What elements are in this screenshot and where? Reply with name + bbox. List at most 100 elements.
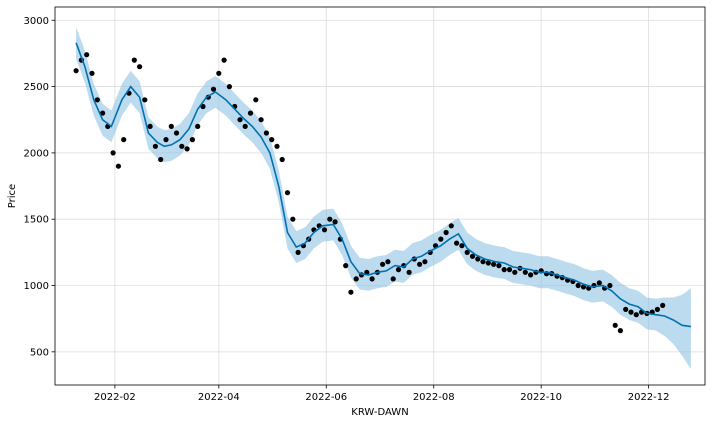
y-tick-label: 500: [30, 347, 49, 358]
observed-point: [110, 150, 116, 156]
observed-point: [274, 143, 280, 149]
observed-point: [163, 137, 169, 143]
y-tick-label: 1500: [24, 215, 49, 226]
observed-point: [501, 267, 507, 273]
observed-point: [242, 123, 248, 129]
observed-point: [448, 223, 454, 229]
grid: [55, 7, 705, 385]
observed-point: [480, 259, 486, 265]
observed-point: [654, 306, 661, 312]
forecast-line-layer: [75, 42, 692, 328]
observed-point: [395, 267, 402, 273]
x-axis-label: KRW-DAWN: [351, 407, 408, 418]
observed-point: [168, 123, 174, 129]
observed-point: [390, 276, 396, 282]
forecast-line: [75, 42, 692, 328]
observed-point: [353, 276, 359, 282]
observed-point: [422, 259, 428, 265]
observed-point: [137, 64, 143, 70]
observed-point: [380, 261, 386, 267]
observed-point: [528, 272, 534, 278]
observed-point: [121, 137, 127, 143]
observed-point: [417, 261, 423, 267]
observed-point: [348, 289, 354, 295]
y-tick-label: 2000: [24, 148, 49, 159]
observed-point: [321, 227, 328, 233]
observed-point: [258, 117, 264, 123]
observed-point: [364, 269, 370, 275]
observed-point: [628, 309, 634, 315]
observed-point: [84, 52, 90, 58]
observed-point: [612, 322, 618, 328]
observed-point: [496, 263, 502, 269]
observed-point: [89, 70, 95, 76]
uncertainty-band-layer: [76, 26, 691, 370]
y-tick-label: 2500: [24, 82, 49, 93]
observed-point: [295, 249, 301, 255]
observed-point: [237, 117, 243, 123]
observed-point: [279, 156, 285, 163]
observed-point: [454, 240, 460, 246]
observed-point: [464, 249, 470, 255]
observed-point: [485, 260, 491, 266]
observed-point: [247, 110, 254, 116]
uncertainty-band: [76, 26, 691, 370]
observed-point: [142, 97, 148, 103]
observed-point: [623, 306, 629, 312]
plot-frame: [54, 6, 706, 386]
observed-point: [596, 280, 602, 286]
observed-point: [459, 243, 465, 249]
x-tick-label: 2022-02: [94, 392, 136, 403]
observed-point: [443, 229, 449, 236]
observed-point: [115, 163, 121, 169]
x-tick-label: 2022-08: [413, 392, 455, 403]
observed-point: [152, 143, 158, 149]
observed-point: [73, 68, 79, 74]
observed-point: [253, 97, 259, 103]
observed-point: [179, 143, 185, 149]
observed-point: [512, 269, 518, 275]
observed-point: [522, 269, 528, 275]
observed-point: [469, 253, 476, 259]
observed-point: [158, 156, 164, 163]
y-axis-ticks: 500 1000 1500 2000 2500 3000: [24, 16, 55, 358]
observed-point: [226, 84, 232, 90]
observed-point: [343, 263, 349, 269]
observed-point: [617, 328, 624, 334]
y-tick-label: 1000: [24, 281, 49, 292]
observed-point: [475, 256, 481, 262]
observed-point: [327, 216, 333, 222]
observed-point: [607, 282, 613, 289]
x-tick-label: 2022-12: [628, 392, 670, 403]
observed-point: [406, 269, 412, 275]
observed-point: [269, 137, 275, 143]
observed-point: [580, 284, 587, 290]
observed-point: [491, 261, 497, 267]
observed-point: [438, 236, 444, 242]
observed-point: [506, 267, 513, 273]
observed-point: [189, 137, 195, 143]
observed-point: [575, 282, 581, 289]
observed-point: [221, 57, 227, 63]
observed-point: [200, 103, 206, 110]
x-axis-ticks: 2022-02 2022-04 2022-06 2022-08 2022-10 2022-…: [94, 385, 670, 403]
observed-point: [173, 130, 180, 136]
observed-point: [369, 276, 375, 282]
observed-point: [263, 130, 269, 136]
observed-point: [131, 57, 137, 63]
observed-point: [385, 259, 391, 265]
observed-point: [94, 97, 100, 103]
observed-point: [284, 190, 291, 196]
x-tick-label: 2022-06: [305, 392, 347, 403]
observed-point: [184, 146, 190, 152]
observed-point: [633, 312, 639, 318]
observed-point: [210, 86, 217, 92]
observed-point: [195, 123, 201, 129]
x-tick-label: 2022-04: [198, 392, 240, 403]
observed-point: [290, 216, 296, 222]
observed-point: [100, 110, 106, 116]
observed-point: [147, 123, 153, 129]
observed-point: [216, 70, 222, 76]
